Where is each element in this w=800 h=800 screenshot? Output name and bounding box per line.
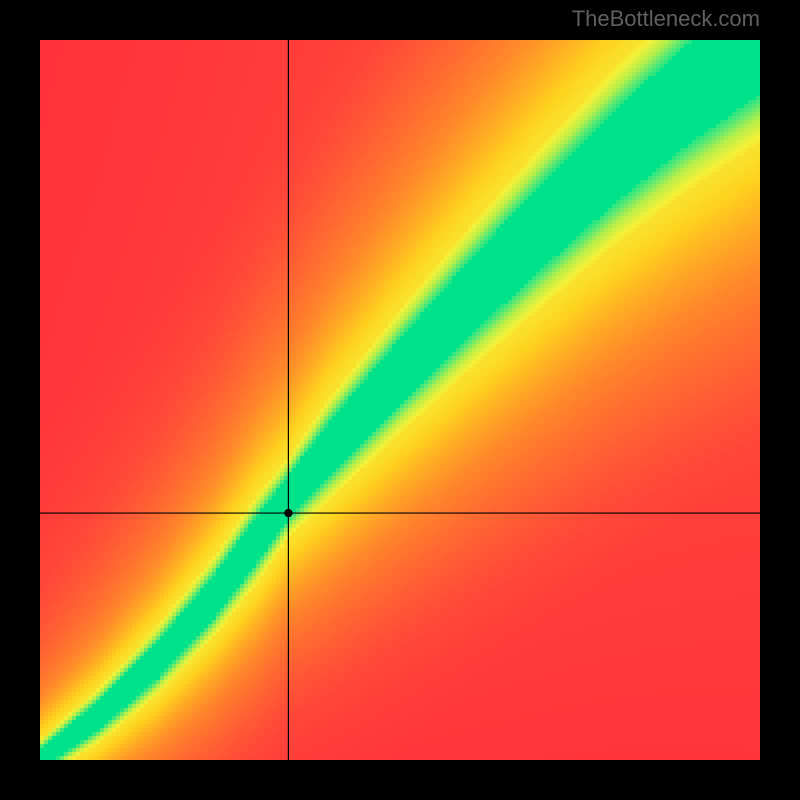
- watermark-text: TheBottleneck.com: [572, 6, 760, 32]
- plot-area: [40, 40, 760, 760]
- chart-frame: TheBottleneck.com: [0, 0, 800, 800]
- heatmap-canvas: [40, 40, 760, 760]
